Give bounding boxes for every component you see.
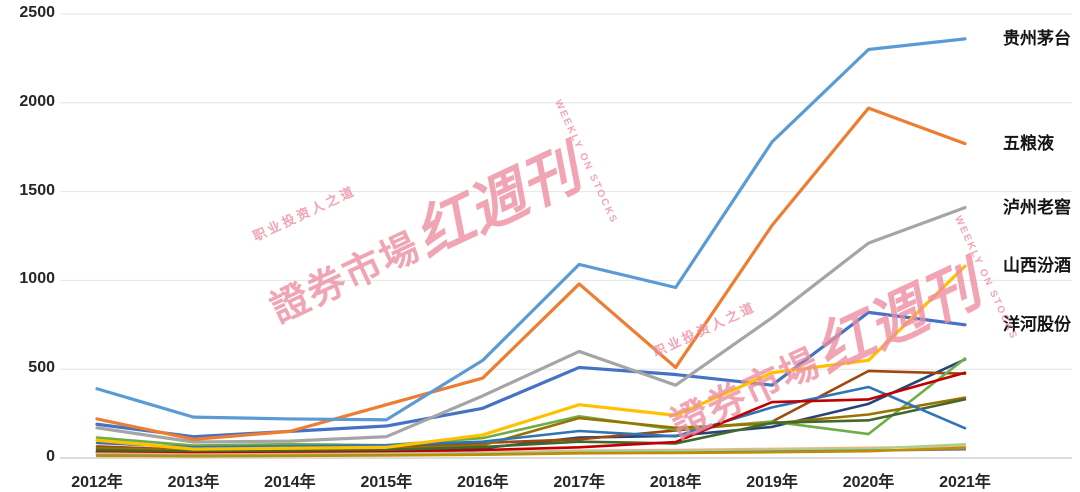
series-label: 洋河股份 (1003, 314, 1071, 334)
y-axis-tick-label: 2500 (19, 4, 55, 21)
series-line (95, 385, 967, 449)
x-axis-tick-label: 2019年 (746, 474, 798, 491)
x-axis-tick-label: 2018年 (649, 474, 702, 491)
series-line-五粮液 (95, 106, 967, 441)
y-axis-tick-label: 1500 (19, 181, 55, 199)
x-axis-tick-label: 2013年 (167, 474, 220, 491)
series-line-贵州茅台 (95, 37, 967, 422)
series-line (95, 446, 967, 458)
x-axis-tick-label: 2021年 (939, 474, 991, 491)
series-label: 山西汾酒 (1003, 256, 1071, 276)
series-line-泸州老窖 (95, 205, 967, 444)
x-axis-tick-label: 2012年 (71, 474, 123, 491)
y-axis-tick-label: 500 (28, 359, 55, 377)
x-axis-tick-label: 2014年 (264, 474, 316, 491)
series-line-山西汾酒 (95, 264, 967, 451)
y-axis-tick-label: 1000 (19, 270, 55, 288)
series-line (95, 398, 967, 453)
y-axis-tick-label: 2000 (19, 92, 55, 110)
series-label: 泸州老窖 (1003, 197, 1071, 217)
series-label: 五粮液 (1003, 133, 1054, 153)
x-axis-tick-label: 2017年 (553, 474, 605, 491)
series-line (95, 357, 967, 447)
x-axis-tick-label: 2016年 (456, 474, 509, 491)
x-axis-tick-label: 2020年 (842, 474, 895, 491)
x-axis-tick-label: 2015年 (360, 474, 413, 491)
y-axis-tick-label: 0 (46, 448, 55, 465)
series-label: 贵州茅台 (1003, 28, 1071, 48)
